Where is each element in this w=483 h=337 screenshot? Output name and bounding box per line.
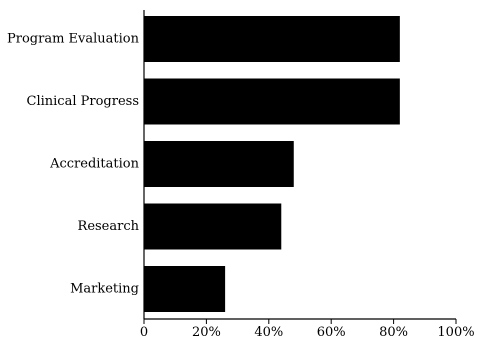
- bar-clinical-progress: [144, 78, 400, 125]
- x-axis: 0 20% 40% 60% 80% 100%: [140, 318, 475, 337]
- bar-marketing: [144, 266, 226, 312]
- x-tick-label: 20%: [192, 325, 221, 337]
- bar-research: [144, 203, 282, 250]
- x-tick-label: 40%: [254, 325, 283, 337]
- x-tick-label: 0: [140, 325, 148, 337]
- x-tick-label: 60%: [317, 325, 346, 337]
- category-label: Program Evaluation: [7, 32, 140, 47]
- category-label: Clinical Progress: [27, 94, 139, 109]
- x-tick-label: 80%: [379, 325, 408, 337]
- category-labels: Program Evaluation Clinical Progress Accre…: [7, 32, 140, 297]
- x-tick-label: 100%: [437, 325, 474, 337]
- bars: [144, 16, 400, 312]
- bar-program-evaluation: [144, 16, 400, 62]
- category-label: Accreditation: [49, 157, 140, 172]
- category-label: Marketing: [70, 282, 139, 297]
- bar-accreditation: [144, 141, 294, 187]
- category-label: Research: [78, 219, 140, 234]
